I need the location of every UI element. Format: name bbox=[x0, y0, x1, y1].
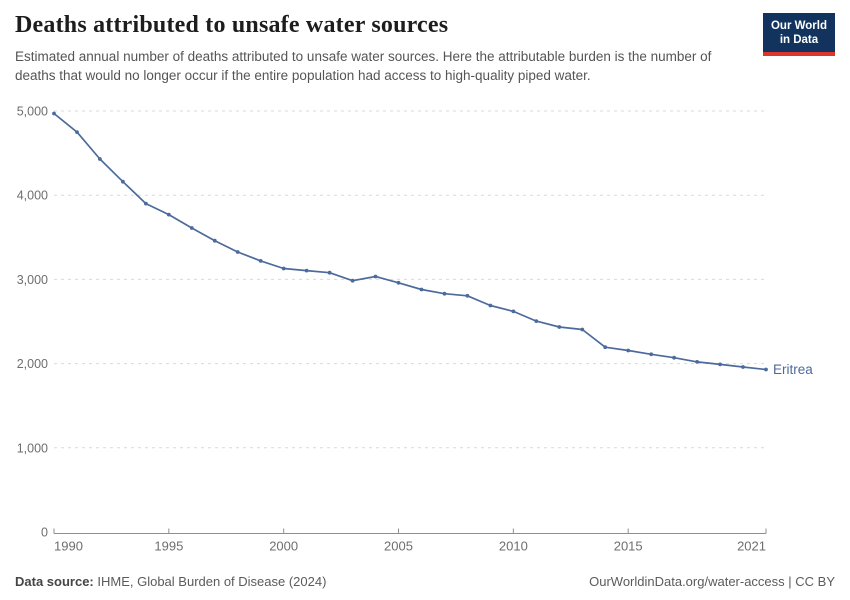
data-point[interactable] bbox=[718, 362, 722, 367]
y-tick-label: 5,000 bbox=[17, 105, 48, 119]
x-tick-label: 1990 bbox=[54, 539, 83, 554]
y-tick-label: 0 bbox=[41, 526, 48, 540]
data-point[interactable] bbox=[281, 266, 286, 271]
data-point[interactable] bbox=[580, 327, 585, 332]
x-tick-label: 2005 bbox=[384, 539, 413, 554]
data-source-value: IHME, Global Burden of Disease (2024) bbox=[97, 574, 327, 589]
data-point[interactable] bbox=[396, 280, 401, 285]
owid-logo-line1: Our World bbox=[770, 20, 827, 32]
data-point[interactable] bbox=[258, 259, 263, 263]
owid-logo-line2: in Data bbox=[779, 34, 819, 47]
data-point[interactable] bbox=[603, 345, 608, 350]
data-point[interactable] bbox=[121, 179, 125, 184]
data-point[interactable] bbox=[672, 355, 676, 360]
x-tick-label: 1995 bbox=[154, 539, 183, 554]
x-tick-label: 2000 bbox=[269, 539, 298, 554]
data-point[interactable] bbox=[764, 367, 768, 372]
x-tick-label: 2021 bbox=[737, 539, 766, 554]
data-point[interactable] bbox=[649, 352, 654, 357]
data-point[interactable] bbox=[189, 226, 194, 230]
data-point[interactable] bbox=[52, 111, 56, 116]
data-source-note: Data source: IHME, Global Burden of Dise… bbox=[15, 574, 326, 589]
y-tick-label: 3,000 bbox=[17, 273, 48, 287]
data-point[interactable] bbox=[741, 365, 745, 369]
data-point[interactable] bbox=[373, 274, 378, 279]
data-point[interactable] bbox=[144, 201, 148, 206]
data-point[interactable] bbox=[350, 278, 355, 283]
x-tick-label: 2015 bbox=[614, 539, 643, 554]
data-point[interactable] bbox=[442, 291, 447, 296]
entity-label: Eritrea bbox=[773, 362, 813, 377]
data-point[interactable] bbox=[465, 293, 470, 298]
owid-logo: Our World in Data bbox=[762, 13, 835, 56]
chart-header: Deaths attributed to unsafe water source… bbox=[15, 12, 835, 85]
chart-subtitle: Estimated annual number of deaths attrib… bbox=[15, 49, 712, 83]
y-tick-label: 2,000 bbox=[17, 357, 48, 371]
footer-credit: OurWorldinData.org/water-access | CC BY bbox=[589, 574, 835, 589]
page-title: Deaths attributed to unsafe water source… bbox=[15, 12, 449, 38]
data-point[interactable] bbox=[235, 250, 240, 254]
data-line bbox=[53, 112, 767, 371]
x-tick-label: 2010 bbox=[499, 539, 528, 554]
data-source-label: Data source: bbox=[15, 574, 94, 589]
data-point[interactable] bbox=[511, 309, 516, 314]
data-point[interactable] bbox=[304, 268, 309, 273]
chart-footer: Data source: IHME, Global Burden of Dise… bbox=[15, 574, 835, 589]
data-point[interactable] bbox=[534, 319, 539, 323]
data-point[interactable] bbox=[75, 130, 79, 135]
data-point[interactable] bbox=[557, 325, 562, 329]
data-point[interactable] bbox=[98, 157, 102, 161]
data-point[interactable] bbox=[419, 287, 424, 292]
y-tick-label: 1,000 bbox=[17, 441, 48, 455]
data-point[interactable] bbox=[212, 238, 217, 243]
data-point[interactable] bbox=[488, 303, 493, 308]
data-point[interactable] bbox=[166, 212, 171, 217]
y-tick-label: 4,000 bbox=[17, 189, 48, 203]
data-point[interactable] bbox=[327, 270, 332, 275]
data-point[interactable] bbox=[695, 360, 699, 364]
data-point[interactable] bbox=[626, 348, 631, 353]
